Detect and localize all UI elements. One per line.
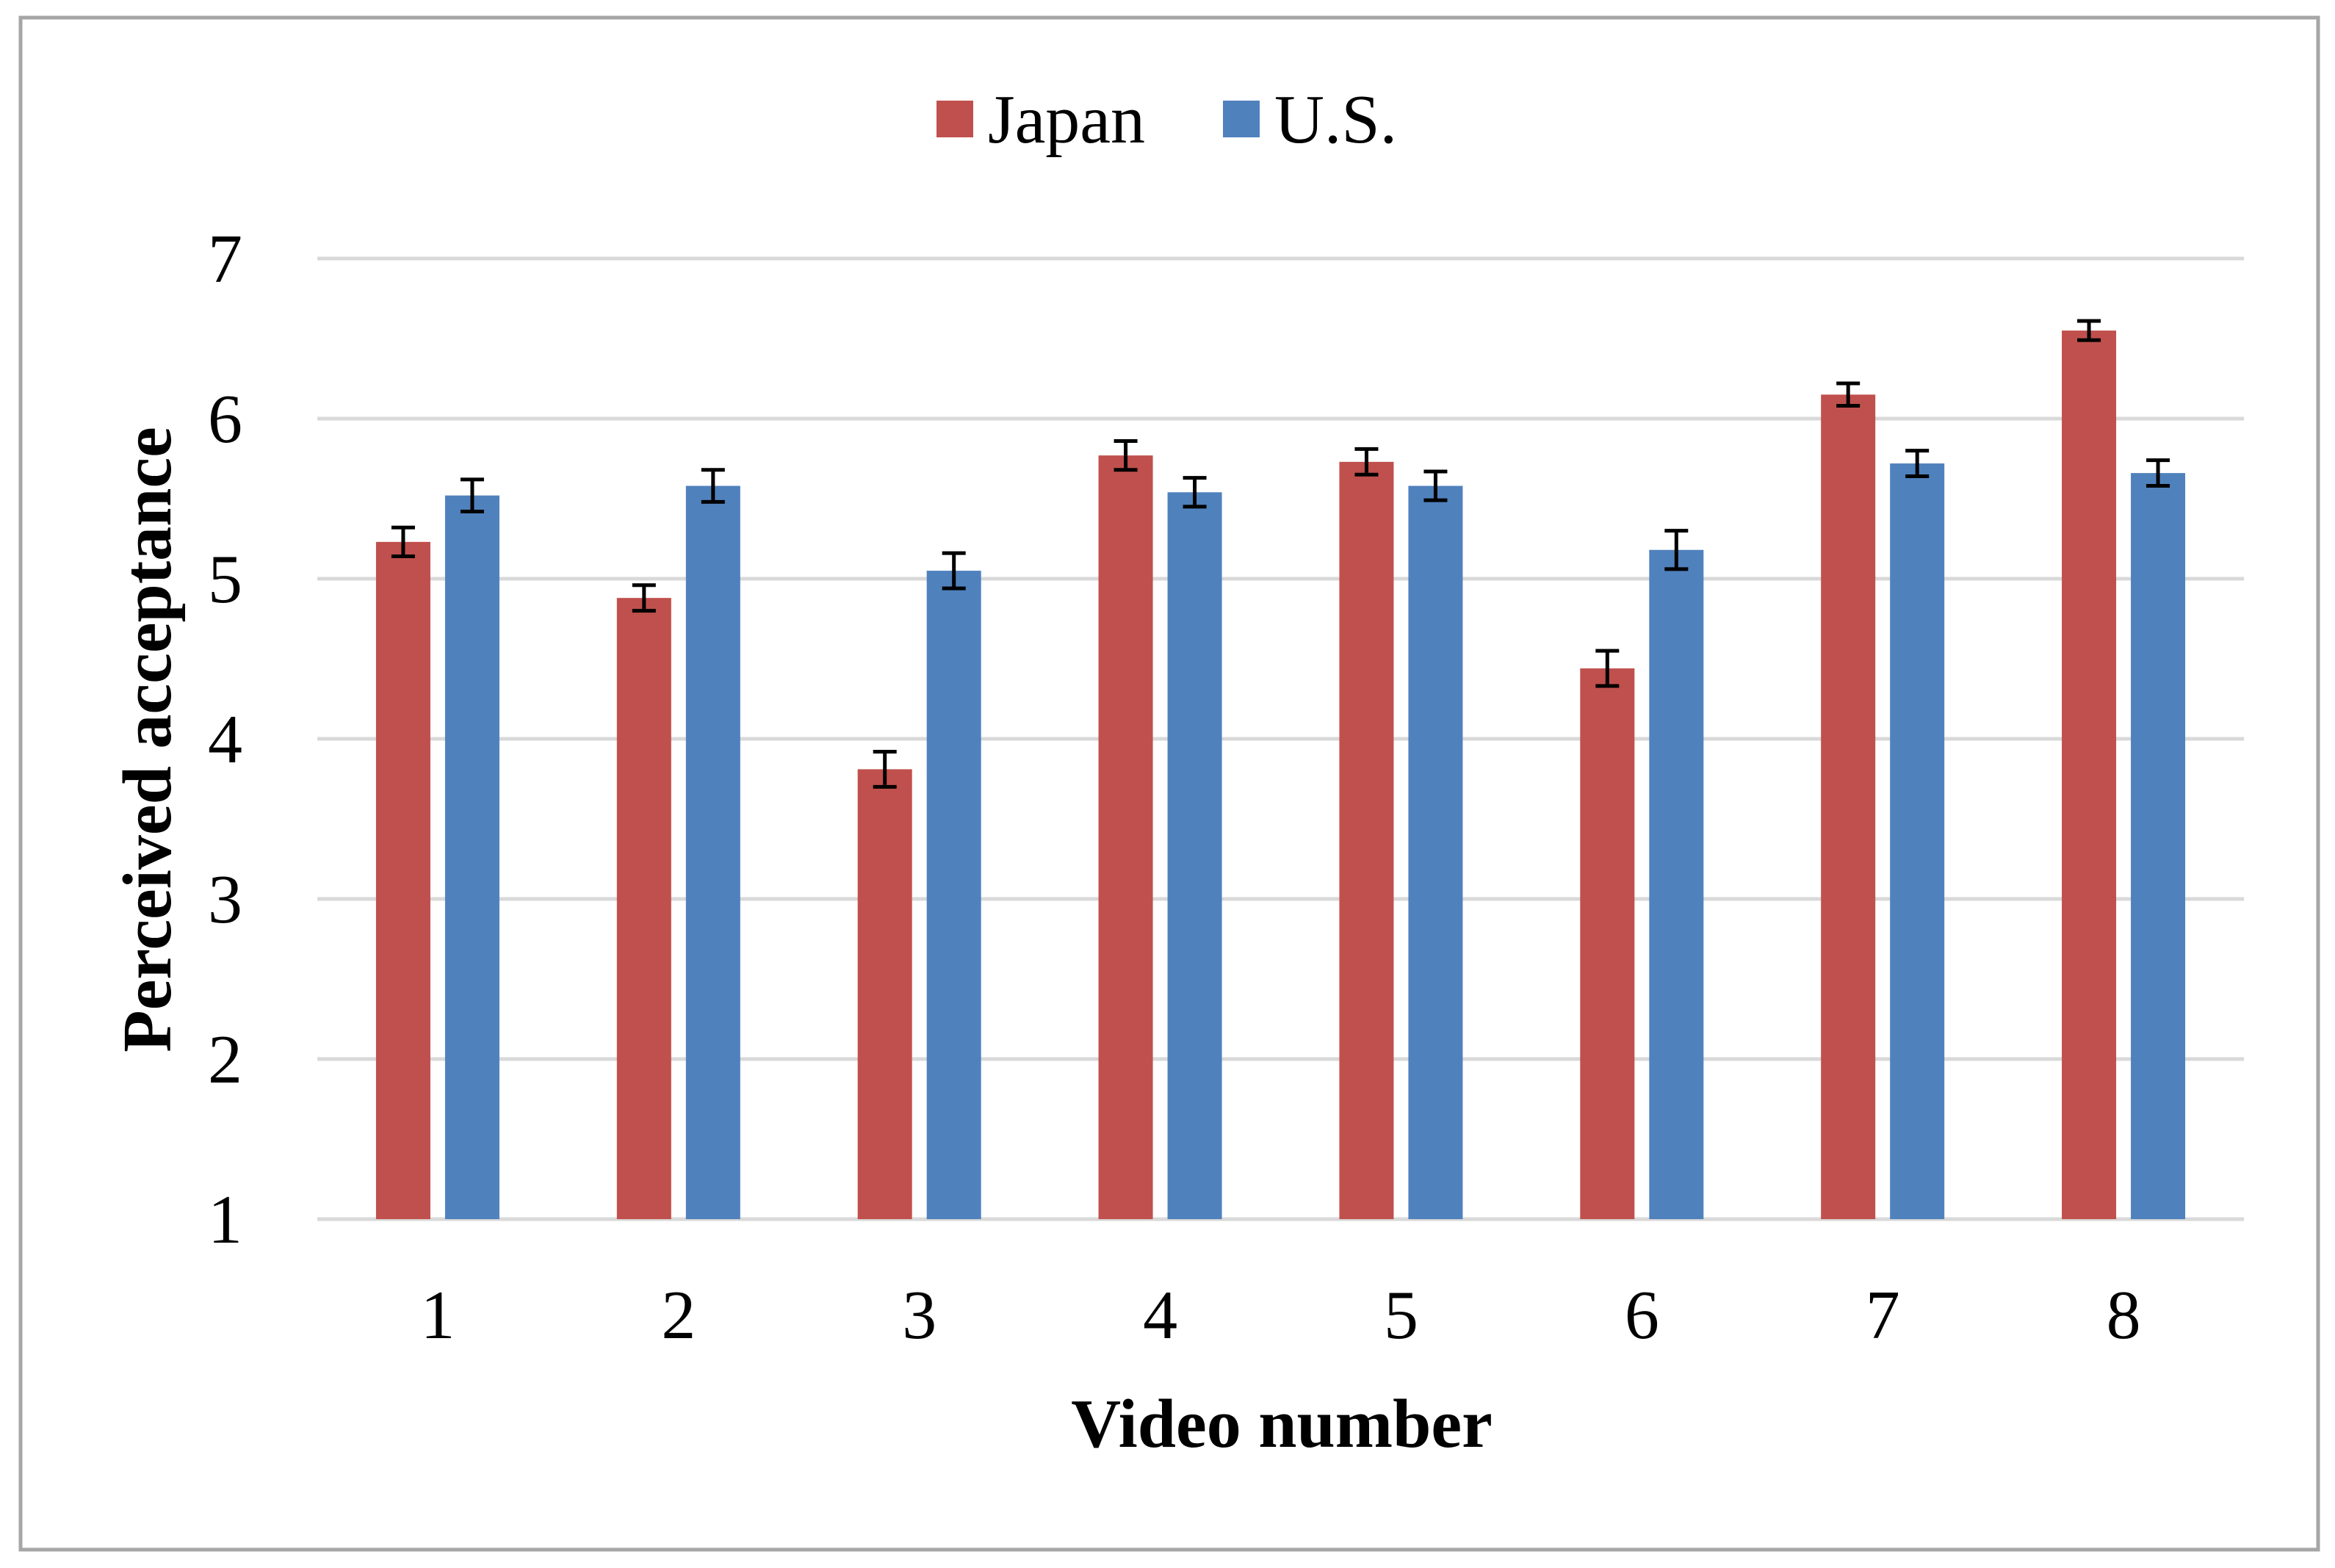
legend: Japan U.S. — [936, 82, 1397, 158]
y-tick-label: 1 — [208, 1182, 242, 1258]
x-tick-label: 8 — [2107, 1277, 2141, 1354]
y-tick-label: 7 — [208, 221, 242, 297]
y-tick-label: 3 — [208, 861, 242, 938]
bar-us-7 — [1890, 463, 1945, 1219]
x-tick-label: 6 — [1625, 1277, 1659, 1354]
bar-us-8 — [2131, 473, 2186, 1219]
y-axis-title: Perceived acceptance — [109, 427, 186, 1052]
bar-japan-6 — [1580, 668, 1635, 1219]
bar-japan-8 — [2062, 330, 2117, 1220]
bar-japan-5 — [1339, 461, 1394, 1219]
x-tick-label: 7 — [1866, 1277, 1900, 1354]
x-axis-ticks: 1 2 3 4 5 6 7 8 — [420, 1277, 2140, 1354]
x-tick-label: 3 — [902, 1277, 936, 1354]
y-axis-ticks: 1 2 3 4 5 6 7 — [208, 221, 242, 1258]
x-tick-label: 2 — [661, 1277, 696, 1354]
y-tick-label: 2 — [208, 1022, 242, 1098]
bar-us-1 — [444, 495, 499, 1219]
bar-japan-7 — [1821, 394, 1876, 1219]
legend-label: U.S. — [1274, 82, 1397, 158]
y-tick-label: 6 — [208, 381, 242, 458]
bar-us-4 — [1167, 492, 1222, 1219]
y-tick-label: 5 — [208, 541, 242, 618]
legend-swatch — [936, 101, 973, 137]
bar-us-2 — [685, 485, 740, 1219]
bar-us-5 — [1408, 485, 1463, 1219]
bar-japan-2 — [616, 598, 671, 1219]
bar-japan-1 — [375, 541, 430, 1219]
x-axis-title: Video number — [1071, 1386, 1493, 1462]
x-tick-label: 5 — [1384, 1277, 1418, 1354]
error-bars — [391, 319, 2170, 789]
x-tick-label: 1 — [420, 1277, 455, 1354]
x-tick-label: 4 — [1143, 1277, 1177, 1354]
bar-us-6 — [1649, 549, 1704, 1219]
bar-japan-4 — [1098, 455, 1153, 1219]
y-tick-label: 4 — [208, 701, 242, 778]
legend-swatch — [1223, 101, 1260, 137]
legend-label: Japan — [988, 82, 1145, 158]
bar-japan-3 — [857, 769, 912, 1219]
bars — [375, 330, 2186, 1220]
bar-us-3 — [926, 571, 981, 1219]
